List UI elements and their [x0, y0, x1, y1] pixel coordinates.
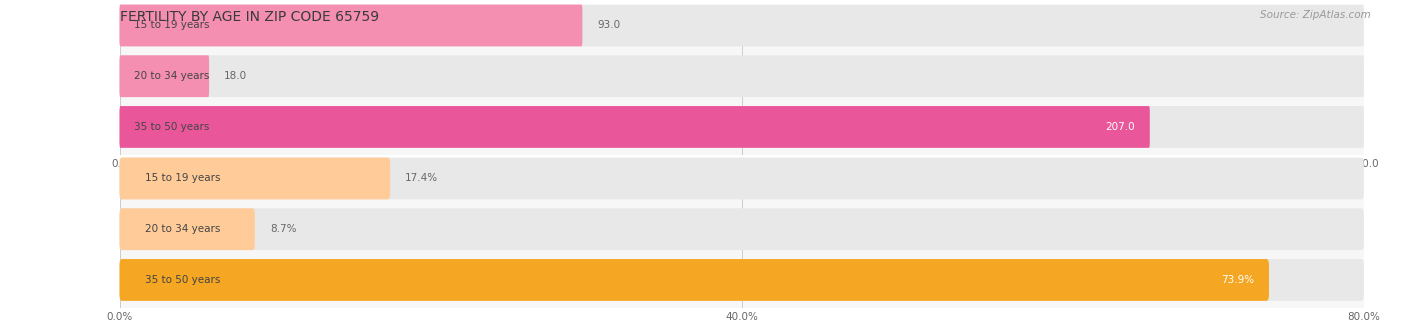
Text: 15 to 19 years: 15 to 19 years	[145, 174, 221, 183]
FancyBboxPatch shape	[120, 55, 209, 97]
Text: 8.7%: 8.7%	[270, 224, 297, 234]
FancyBboxPatch shape	[120, 208, 1364, 250]
FancyBboxPatch shape	[120, 5, 1364, 46]
Text: 93.0: 93.0	[598, 20, 620, 30]
Text: 18.0: 18.0	[224, 71, 247, 81]
FancyBboxPatch shape	[120, 106, 1364, 148]
Text: 20 to 34 years: 20 to 34 years	[145, 224, 221, 234]
FancyBboxPatch shape	[120, 158, 1364, 199]
Text: 35 to 50 years: 35 to 50 years	[135, 122, 209, 132]
Text: 73.9%: 73.9%	[1220, 275, 1254, 285]
Text: 35 to 50 years: 35 to 50 years	[145, 275, 221, 285]
Text: 17.4%: 17.4%	[405, 174, 439, 183]
Text: 15 to 19 years: 15 to 19 years	[135, 20, 209, 30]
Text: 20 to 34 years: 20 to 34 years	[135, 71, 209, 81]
FancyBboxPatch shape	[120, 259, 1364, 301]
Text: FERTILITY BY AGE IN ZIP CODE 65759: FERTILITY BY AGE IN ZIP CODE 65759	[120, 10, 378, 24]
FancyBboxPatch shape	[120, 208, 254, 250]
FancyBboxPatch shape	[120, 106, 1150, 148]
Text: 207.0: 207.0	[1105, 122, 1135, 132]
FancyBboxPatch shape	[120, 5, 582, 46]
FancyBboxPatch shape	[120, 158, 389, 199]
FancyBboxPatch shape	[120, 259, 1270, 301]
Text: Source: ZipAtlas.com: Source: ZipAtlas.com	[1260, 10, 1371, 20]
FancyBboxPatch shape	[120, 55, 1364, 97]
